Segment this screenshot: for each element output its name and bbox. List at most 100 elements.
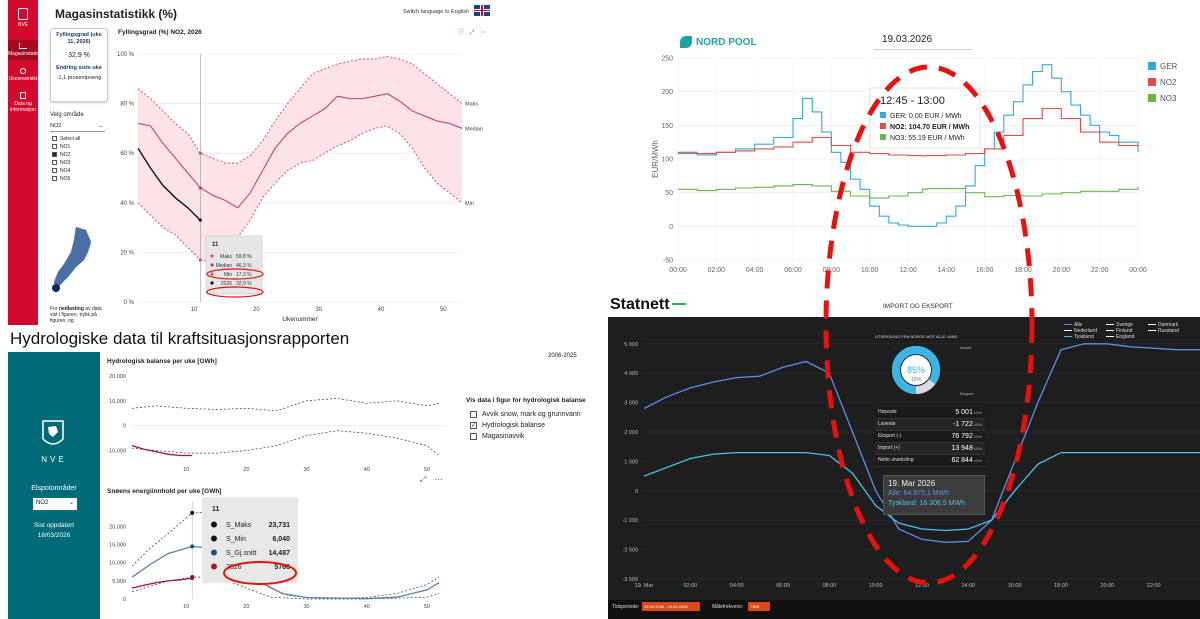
y-tick-label: 0 [669, 224, 673, 231]
y-tick-label: 100 % [117, 52, 135, 58]
statnett-legend: Alle Sverige Danmark Nederland Finland Russla… [1064, 322, 1200, 340]
legend-label: England [1116, 334, 1135, 340]
legend-swatch [1106, 324, 1114, 326]
x-tick-label: 10:00 [861, 267, 879, 274]
norway-map[interactable] [46, 222, 106, 302]
legend-swatch [1064, 330, 1072, 332]
legend-label: Nederland [1074, 328, 1098, 334]
kpi-change-value: -1,1 prosentpoeng [56, 75, 102, 81]
uk-flag-icon[interactable] [474, 5, 490, 16]
expand-icon[interactable]: ⤢ [469, 30, 475, 36]
legend-entry[interactable]: Nederland [1064, 328, 1106, 334]
x-tick-label: 30 [315, 307, 322, 313]
sidebar-label-2: Ukesoversikt [8, 76, 38, 82]
nordpool-logo: NORD POOL [696, 37, 757, 48]
x-tick-label: 16:00 [1008, 583, 1022, 589]
expand-icon[interactable]: ⤢ [420, 475, 427, 484]
sidebar-item-data[interactable]: Data og informasjon [8, 92, 38, 113]
y-tick-label: 0 % [124, 300, 135, 306]
legend-entry[interactable]: Sverige [1106, 322, 1148, 328]
statnett-tooltip: 19. Mar 2026 Alle: 64 975,1 MWh Tyskland… [883, 475, 985, 515]
area-option[interactable]: NO2 [52, 151, 80, 159]
legend-swatch [1064, 336, 1072, 338]
y-tick-label: 5,000 [112, 579, 126, 585]
nordpool-panel: NORD POOL 19.03.2026 -50 0 50 100 150 200 250 0… [648, 20, 1200, 282]
info-icon[interactable]: ⓘ [458, 30, 465, 36]
legend-title: Vis data i figur for hydrologisk balanse [466, 397, 586, 404]
legend-option[interactable]: ✓ Hydrologisk balanse [470, 422, 546, 429]
tooltip-row: NO3: 55.19 EUR / MWh [890, 135, 965, 142]
sidebar-item-magasinstatistikk[interactable]: Magasinstatistikk [8, 40, 46, 60]
legend-entry[interactable]: Russland [1148, 328, 1190, 334]
legend-entry[interactable]: Finland [1106, 328, 1148, 334]
freq-select[interactable]: TIME [748, 602, 770, 611]
donut-title: UTVEKSLING FRA NORGE MOT ALLE LAND [875, 334, 958, 339]
legend-option[interactable]: Avvik snow, mark og grunnvann [470, 409, 581, 420]
stats-row: Netto utveksling 62 844 MWh [875, 455, 985, 467]
legend-swatch [1148, 78, 1156, 86]
hydro-banner: Hydrologiske data til kraftsituasjonsrap… [10, 329, 350, 348]
legend-entry[interactable]: Danmark [1148, 322, 1190, 328]
area-option[interactable]: NO1 [52, 143, 80, 151]
tooltip-value: 23,731 [269, 522, 291, 529]
x-axis-label: Ukenummer [282, 316, 318, 323]
x-tick-label: 20:00 [1100, 583, 1114, 589]
x-tick-label: 14:00 [938, 267, 956, 274]
stats-row: Import (+) 13 948 MWh [875, 443, 985, 455]
area-option[interactable]: NO3 [52, 159, 80, 167]
data-point [198, 186, 202, 190]
legend-label: Russland [1158, 328, 1179, 334]
snow-chart-title: Snøens energiinnhold per uke [GWh] [107, 488, 222, 495]
legend-label: Sverige [1116, 322, 1133, 328]
legend-swatch [1106, 336, 1114, 338]
stats-row: Høyeste 5 001 MWh [875, 407, 985, 419]
donut-marker [891, 345, 897, 351]
area-option[interactable]: NO4 [52, 167, 80, 175]
stats-value: -1 722 MWh [953, 421, 982, 428]
tooltip-row: GER: 0.00 EUR / MWh [890, 113, 962, 120]
area-select[interactable]: NO2 ⌄ [50, 123, 105, 132]
series-line-lower [131, 430, 440, 456]
kpi-card: Fyllingsgrad (uke 11, 2026) 32,9 % Endri… [50, 28, 108, 102]
x-tick-label: 30 [303, 467, 309, 473]
area-option-label: NO4 [60, 168, 71, 174]
y-tick-label: -50 [663, 258, 673, 265]
tooltip-label: 2026 [221, 281, 232, 287]
legend-option[interactable]: Magasinavvik [470, 431, 581, 442]
kpi-title: Fyllingsgrad (uke 11, 2026) [56, 32, 102, 45]
tooltip-week: 11 [212, 506, 220, 513]
x-tick-label: 19. Mar [635, 583, 654, 589]
legend-swatch [1148, 324, 1156, 326]
period-select[interactable]: 19.03.2026 - 19.03.2026 [642, 602, 700, 611]
end-label: Maks [465, 102, 478, 108]
area-select-value: NO2 [50, 123, 62, 129]
elspot-select[interactable]: NO2 ⌄ [33, 498, 77, 510]
more-icon[interactable]: ⋯ [480, 30, 487, 36]
area-option-label: NO3 [60, 160, 71, 166]
x-tick-label: 50 [424, 467, 430, 473]
legend-swatch [1148, 62, 1156, 70]
switch-language-button[interactable]: Switch language to English [403, 9, 470, 15]
y-tick-label: 40 % [120, 201, 134, 207]
legend-entry[interactable]: England [1106, 334, 1148, 340]
snow-chart[interactable]: 0 5,000 10,000 15,000 20,000 10 20 30 40 50 11 S_Ma… [100, 495, 450, 619]
mag-chart[interactable]: 0 % 20 % 40 % 60 % 80 % 100 % 10 20 30 40 50 Ukenum… [110, 40, 500, 325]
y-tick-label: 4 000 [624, 371, 638, 377]
tooltip-date: 19. Mar 2026 [888, 479, 936, 488]
more-icon[interactable]: ⋯ [434, 475, 443, 484]
tooltip-value: 46,3 % [236, 263, 252, 269]
price-chart[interactable]: -50 0 50 100 150 200 250 00:00 02:00 04:00 06:00 08… [648, 50, 1200, 282]
data-point [198, 218, 202, 222]
balance-chart[interactable]: -10,000 0 10,000 20,000 10 20 30 40 50 [100, 365, 450, 475]
area-option[interactable]: Select all [52, 135, 80, 143]
tooltip-swatch [880, 123, 886, 129]
mag-panel: NVE Magasinstatistikk Ukesoversikt Data … [0, 0, 500, 325]
legend-entry[interactable]: Tyskland [1064, 334, 1106, 340]
data-point [190, 510, 195, 515]
legend-entry[interactable]: Alle [1064, 322, 1106, 328]
sidebar-item-ukesoversikt[interactable]: Ukesoversikt [8, 68, 38, 82]
chevron-down-icon: ⌄ [98, 123, 103, 129]
tooltip-value: 14,487 [269, 550, 291, 557]
date-picker[interactable]: 19.03.2026 [874, 28, 972, 50]
area-option[interactable]: NO5 [52, 175, 80, 183]
